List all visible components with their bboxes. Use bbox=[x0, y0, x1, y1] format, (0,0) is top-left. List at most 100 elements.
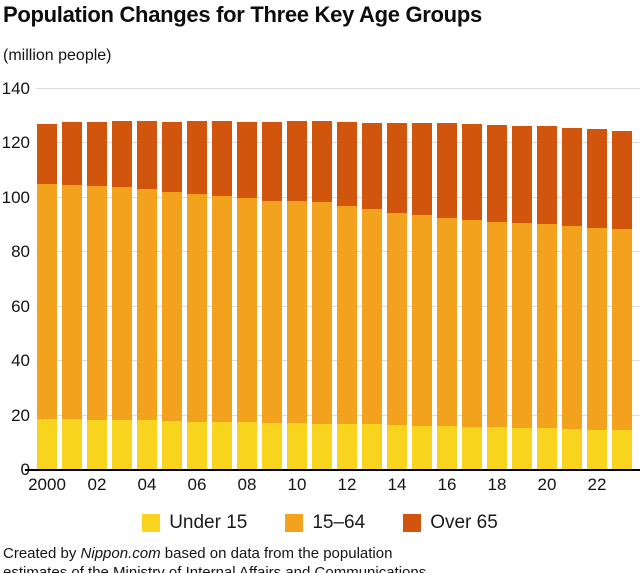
bar-2008 bbox=[237, 0, 257, 469]
legend-item: 15–64 bbox=[285, 512, 365, 534]
bar-2016 bbox=[437, 0, 457, 469]
bar-2022 bbox=[587, 0, 607, 469]
legend-swatch-icon bbox=[285, 514, 304, 532]
segment-15-64 bbox=[512, 223, 532, 428]
segment-over-65 bbox=[112, 121, 132, 188]
segment-15-64 bbox=[62, 184, 82, 419]
source-note-suffix: based on data from the population estima… bbox=[3, 545, 431, 573]
segment-under-15 bbox=[587, 429, 607, 469]
y-axis-tick-label: 120 bbox=[1, 133, 30, 152]
x-axis-tick-label: 20 bbox=[537, 475, 557, 494]
x-axis-tick-label: 16 bbox=[437, 475, 457, 494]
x-axis-tick-label: 22 bbox=[587, 475, 607, 494]
segment-over-65 bbox=[562, 127, 582, 227]
legend-label: 15–64 bbox=[312, 512, 366, 533]
segment-under-15 bbox=[237, 422, 257, 469]
bar-2020 bbox=[537, 0, 557, 469]
segment-over-65 bbox=[262, 122, 282, 201]
segment-under-15 bbox=[262, 422, 282, 469]
bar-2006 bbox=[187, 0, 207, 469]
segment-15-64 bbox=[487, 221, 507, 428]
segment-15-64 bbox=[262, 200, 282, 423]
x-axis-tick-label: 08 bbox=[237, 475, 257, 494]
segment-under-15 bbox=[62, 418, 82, 469]
segment-over-65 bbox=[212, 121, 232, 197]
bar-2015 bbox=[412, 0, 432, 469]
page-title: Population Changes for Three Key Age Gro… bbox=[3, 2, 482, 27]
bar-2000 bbox=[37, 0, 57, 469]
segment-over-65 bbox=[137, 120, 157, 189]
segment-over-65 bbox=[237, 121, 257, 199]
segment-15-64 bbox=[612, 229, 632, 431]
source-note: Created by Nippon.com based on data from… bbox=[3, 544, 455, 573]
segment-over-65 bbox=[37, 124, 57, 185]
segment-over-65 bbox=[312, 121, 332, 203]
segment-15-64 bbox=[112, 187, 132, 420]
segment-under-15 bbox=[387, 424, 407, 469]
segment-under-15 bbox=[437, 426, 457, 469]
legend-label: Over 65 bbox=[430, 512, 498, 533]
segment-15-64 bbox=[387, 212, 407, 425]
segment-15-64 bbox=[437, 217, 457, 426]
bar-2010 bbox=[287, 0, 307, 469]
segment-under-15 bbox=[37, 418, 57, 469]
unit-label: (million people) bbox=[3, 47, 112, 64]
segment-15-64 bbox=[212, 196, 232, 422]
segment-over-65 bbox=[587, 129, 607, 228]
y-axis-tick-label: 40 bbox=[11, 351, 30, 370]
segment-under-15 bbox=[362, 424, 382, 469]
segment-15-64 bbox=[312, 202, 332, 424]
segment-over-65 bbox=[62, 122, 82, 185]
segment-under-15 bbox=[412, 425, 432, 469]
segment-15-64 bbox=[187, 193, 207, 422]
segment-under-15 bbox=[537, 428, 557, 469]
legend-item: Under 15 bbox=[142, 512, 247, 534]
legend-swatch-icon bbox=[142, 514, 161, 532]
segment-under-15 bbox=[187, 421, 207, 469]
bar-2007 bbox=[212, 0, 232, 469]
segment-over-65 bbox=[487, 124, 507, 222]
bar-2019 bbox=[512, 0, 532, 469]
segment-over-65 bbox=[462, 123, 482, 220]
segment-15-64 bbox=[37, 184, 57, 419]
segment-15-64 bbox=[587, 227, 607, 430]
segment-under-15 bbox=[212, 421, 232, 469]
segment-over-65 bbox=[362, 122, 382, 210]
x-axis-tick-label: 04 bbox=[137, 475, 157, 494]
segment-over-65 bbox=[612, 130, 632, 230]
legend-label: Under 15 bbox=[169, 512, 248, 533]
x-axis-line bbox=[25, 469, 640, 471]
bar-2004 bbox=[137, 0, 157, 469]
segment-15-64 bbox=[537, 223, 557, 429]
segment-over-65 bbox=[87, 122, 107, 187]
segment-over-65 bbox=[437, 123, 457, 218]
legend-swatch-icon bbox=[403, 514, 422, 532]
x-axis-tick-label: 2000 bbox=[28, 475, 66, 494]
segment-over-65 bbox=[287, 120, 307, 202]
y-axis-tick-label: 20 bbox=[11, 406, 30, 425]
bar-2005 bbox=[162, 0, 182, 469]
bar-2014 bbox=[387, 0, 407, 469]
segment-over-65 bbox=[537, 125, 557, 224]
chart-legend: Under 15 15–64 Over 65 bbox=[0, 512, 640, 534]
x-axis-tick-label: 10 bbox=[287, 475, 307, 494]
bar-2001 bbox=[62, 0, 82, 469]
bar-2002 bbox=[87, 0, 107, 469]
y-axis-tick-label: 60 bbox=[11, 297, 30, 316]
segment-over-65 bbox=[187, 121, 207, 194]
segment-under-15 bbox=[287, 423, 307, 469]
segment-over-65 bbox=[512, 125, 532, 224]
segment-under-15 bbox=[112, 419, 132, 469]
bar-2009 bbox=[262, 0, 282, 469]
segment-over-65 bbox=[412, 122, 432, 216]
bar-2023 bbox=[612, 0, 632, 469]
segment-under-15 bbox=[487, 427, 507, 469]
bar-2013 bbox=[362, 0, 382, 469]
legend-item: Over 65 bbox=[403, 512, 498, 534]
segment-under-15 bbox=[312, 423, 332, 469]
segment-15-64 bbox=[362, 209, 382, 425]
segment-under-15 bbox=[87, 419, 107, 469]
bar-2021 bbox=[562, 0, 582, 469]
